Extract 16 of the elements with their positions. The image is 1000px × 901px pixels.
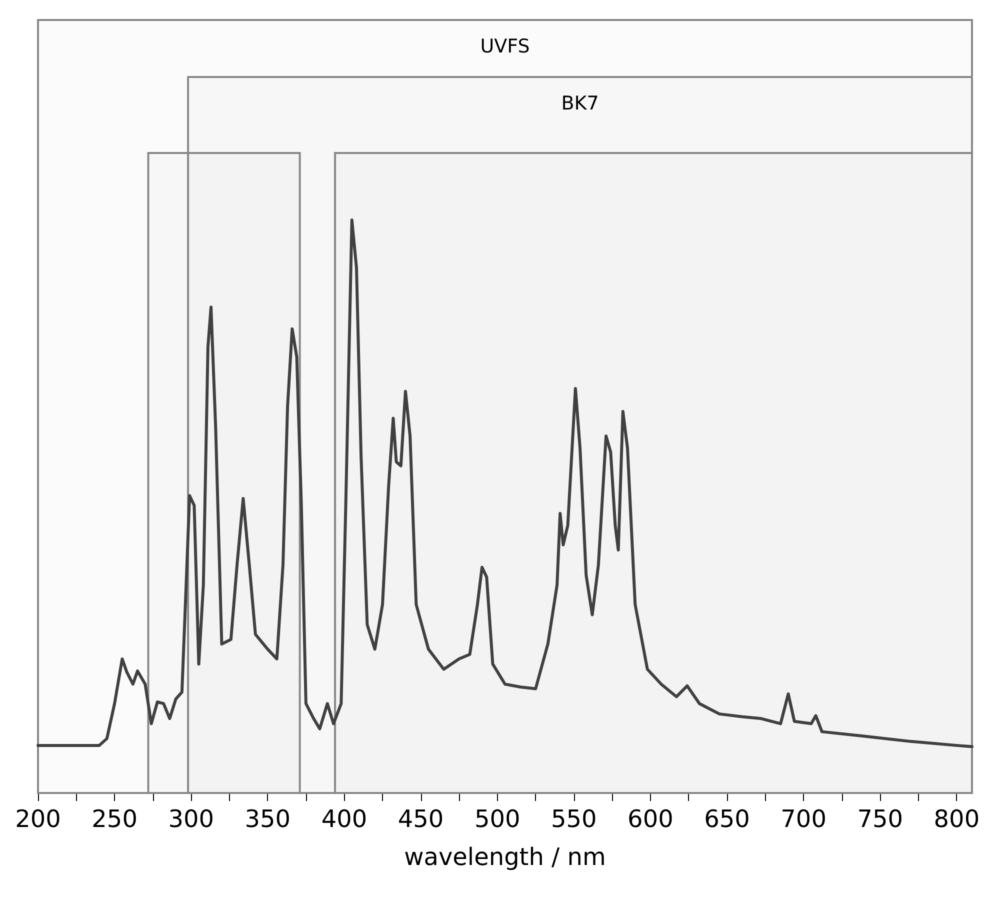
x-tick-label: 550 bbox=[550, 805, 597, 833]
x-tick-label: 350 bbox=[244, 805, 291, 833]
x-tick-label: 700 bbox=[780, 805, 826, 833]
x-tick-label: 800 bbox=[934, 805, 980, 833]
x-tick-label: 750 bbox=[857, 805, 904, 833]
band-label: BK7 bbox=[561, 92, 599, 114]
x-tick-label: 650 bbox=[704, 805, 750, 833]
x-tick-label: 300 bbox=[168, 805, 214, 833]
x-tick-label: 500 bbox=[474, 805, 520, 833]
x-tick-label: 250 bbox=[92, 805, 138, 833]
x-tick-label: 200 bbox=[15, 805, 61, 833]
x-tick-label: 400 bbox=[321, 805, 368, 833]
band-label: UVFS bbox=[480, 36, 530, 58]
x-tick-label: 600 bbox=[628, 805, 674, 833]
x-axis-title: wavelength / nm bbox=[404, 843, 606, 871]
x-tick-label: 450 bbox=[398, 805, 444, 833]
